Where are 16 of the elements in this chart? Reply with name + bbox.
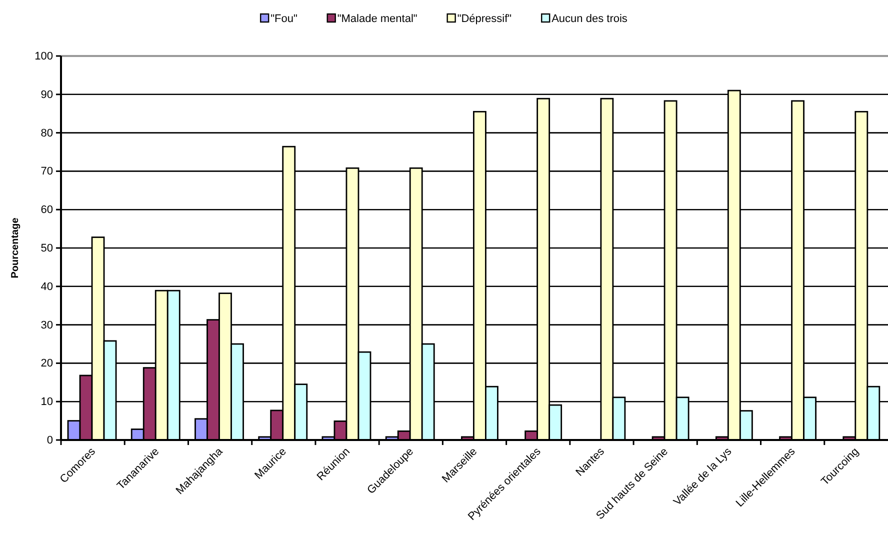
- y-tick-label: 100: [34, 50, 53, 63]
- y-axis-title: Pourcentage: [10, 217, 21, 278]
- y-tick-label: 60: [40, 204, 53, 216]
- legend-label: Aucun des trois: [552, 13, 628, 25]
- legend-label: "Malade mental": [337, 13, 418, 25]
- y-tick-label: 70: [40, 166, 53, 178]
- legend-label: "Dépressif": [457, 13, 512, 25]
- y-tick-label: 10: [40, 396, 53, 408]
- y-tick-label: 80: [40, 127, 53, 140]
- y-tick-label: 30: [40, 319, 53, 332]
- y-tick-label: 20: [40, 358, 53, 370]
- y-tick-label: 40: [40, 280, 53, 293]
- y-tick-label: 0: [46, 434, 53, 447]
- legend-label: "Fou": [270, 13, 298, 25]
- y-tick-label: 90: [40, 88, 53, 101]
- y-tick-label: 50: [40, 242, 53, 255]
